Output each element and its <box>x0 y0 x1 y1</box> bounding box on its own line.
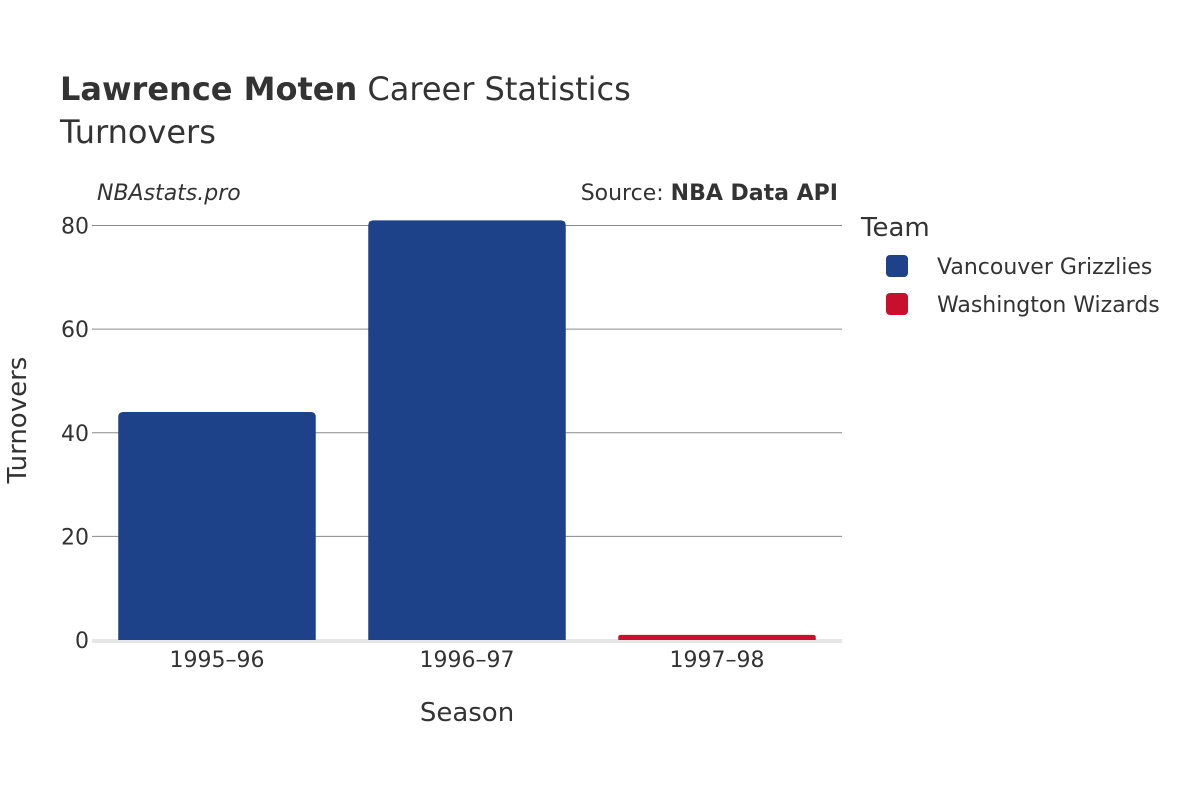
bar-1996–97[interactable] <box>368 220 566 640</box>
y-axis-title: Turnovers <box>3 357 33 485</box>
legend-item[interactable]: Vancouver Grizzlies <box>886 255 1152 280</box>
legend-swatch <box>886 293 908 315</box>
x-tick-label: 1995–96 <box>170 648 265 673</box>
x-axis-title: Season <box>420 698 514 728</box>
source-credit: Source: NBA Data API <box>581 181 838 206</box>
x-axis-ticks: 1995–96 1996–97 1997–98 <box>170 648 765 673</box>
bars <box>118 220 816 640</box>
x-tick-label: 1996–97 <box>420 648 515 673</box>
legend-swatch <box>886 255 908 277</box>
chart-subtitle: Turnovers <box>59 113 216 151</box>
title-player-name: Lawrence Moten <box>60 70 357 108</box>
bar-1997–98[interactable] <box>618 634 816 640</box>
y-tick-label: 60 <box>61 318 89 343</box>
y-tick-label: 0 <box>75 629 89 654</box>
legend-title: Team <box>860 213 930 243</box>
y-tick-label: 40 <box>61 422 89 447</box>
source-prefix: Source: <box>581 181 671 206</box>
y-tick-label: 20 <box>61 525 89 550</box>
x-tick-label: 1997–98 <box>670 648 765 673</box>
bar-1995–96[interactable] <box>118 412 316 640</box>
legend-label: Washington Wizards <box>937 293 1160 318</box>
y-axis-ticks: 0 20 40 60 80 <box>61 215 89 654</box>
y-tick-label: 80 <box>61 215 89 240</box>
site-credit: NBAstats.pro <box>97 181 241 206</box>
chart-title: Lawrence Moten Career Statistics <box>60 70 631 108</box>
legend-item[interactable]: Washington Wizards <box>886 293 1160 318</box>
legend-label: Vancouver Grizzlies <box>937 255 1152 280</box>
source-name: NBA Data API <box>671 181 838 206</box>
title-suffix: Career Statistics <box>357 70 631 108</box>
legend: Vancouver Grizzlies Washington Wizards <box>886 255 1160 318</box>
